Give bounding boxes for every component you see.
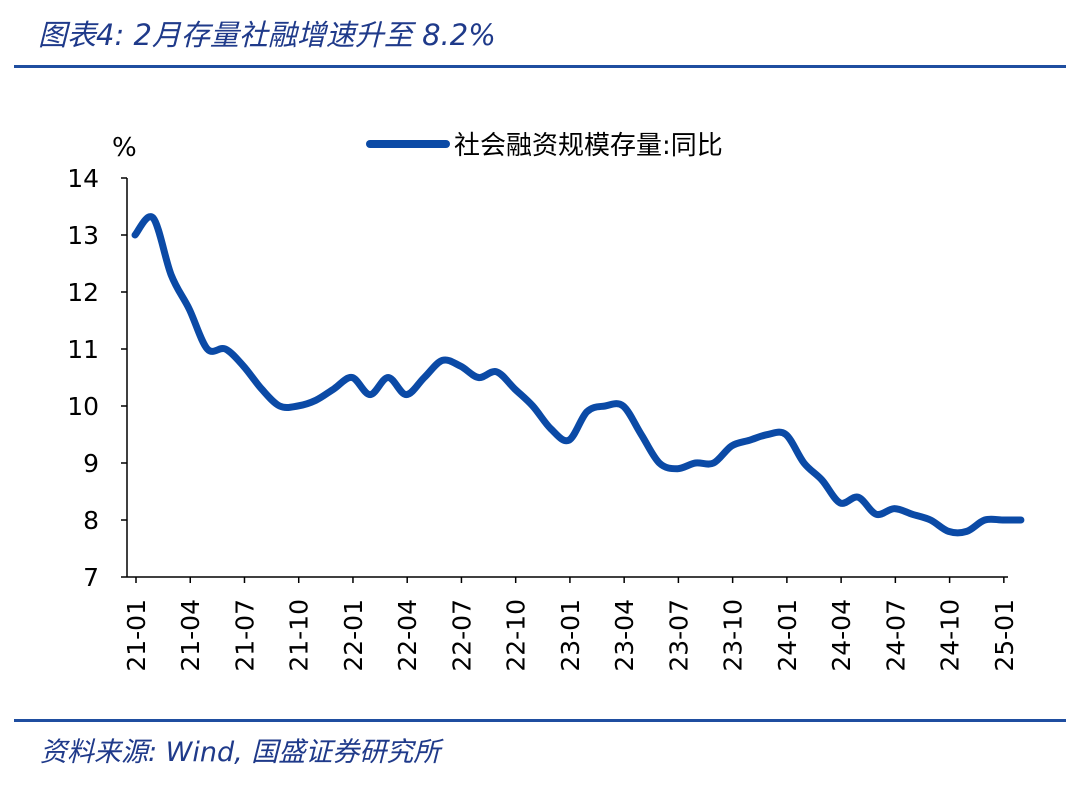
- x-tick-label: 22-07: [447, 599, 476, 672]
- series-line-social-financing-stock-yoy: [131, 213, 1025, 537]
- y-tick-label: 8: [83, 506, 99, 535]
- series: [131, 213, 1025, 537]
- chart-title: 图表4: 2月存量社融增速升至 8.2%: [38, 18, 496, 52]
- y-tick-label: 7: [83, 563, 99, 592]
- x-tick-label: 24-10: [936, 599, 965, 672]
- x-axis: 21-01 21-04 21-07 21-10 22-01 22-04 22-07 22-10…: [122, 576, 1019, 672]
- y-tick-label: 14: [67, 164, 99, 193]
- x-tick-label: 21-01: [122, 599, 151, 672]
- source-note: 资料来源: Wind, 国盛证券研究所: [40, 737, 441, 768]
- y-tick-label: 12: [67, 278, 99, 307]
- x-tick-label: 22-01: [339, 599, 368, 672]
- y-tick-label: 13: [67, 221, 99, 250]
- x-tick-label: 21-07: [230, 599, 259, 672]
- footer-divider: [14, 719, 1066, 722]
- y-tick-label: 11: [67, 335, 99, 364]
- x-tick-label: 23-04: [610, 599, 639, 672]
- x-tick-label: 25-01: [990, 599, 1019, 672]
- x-tick-label: 23-10: [719, 599, 748, 672]
- y-tick-label: 9: [83, 449, 99, 478]
- legend-label: 社会融资规模存量:同比: [454, 131, 723, 161]
- header-divider: [14, 65, 1066, 68]
- x-tick-label: 23-01: [556, 599, 585, 672]
- legend: 社会融资规模存量:同比: [366, 131, 723, 161]
- y-tick-label: 10: [67, 392, 99, 421]
- x-tick-label: 24-01: [773, 599, 802, 672]
- x-tick-label: 22-10: [502, 599, 531, 672]
- x-tick-label: 22-04: [393, 599, 422, 672]
- x-tick-label: 21-10: [285, 599, 314, 672]
- x-tick-label: 24-04: [827, 599, 856, 672]
- x-tick-label: 21-04: [176, 599, 205, 672]
- x-tick-label: 23-07: [664, 599, 693, 672]
- y-axis: 7 8 9 10 11 12 13 14: [67, 164, 128, 592]
- y-axis-unit-label: %: [112, 133, 137, 163]
- x-tick-label: 24-07: [881, 599, 910, 672]
